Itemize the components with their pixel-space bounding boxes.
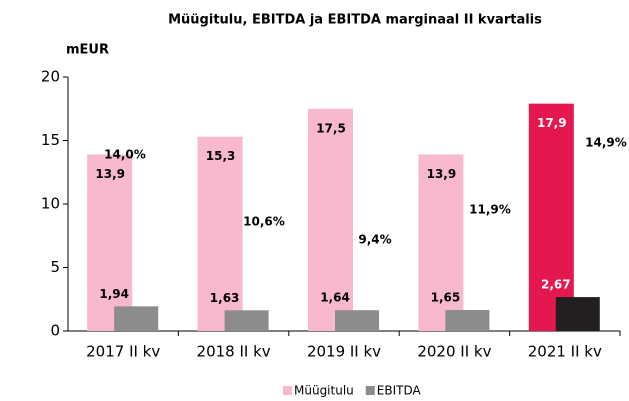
annotation: 14,0%: [104, 148, 146, 162]
bar: [445, 310, 490, 331]
y-axis-label: mEUR: [66, 43, 109, 58]
value-label: 15,3: [206, 149, 236, 163]
legend-label: EBITDA: [377, 384, 422, 398]
value-label: 1,65: [431, 291, 461, 305]
legend-label: Müügitulu: [294, 384, 354, 398]
value-label: 13,9: [427, 167, 457, 181]
legend-swatch: [283, 386, 292, 395]
x-tick-label: 2017 II kv: [86, 343, 160, 361]
annotation: 9,4%: [358, 233, 391, 247]
annotation: 11,9%: [469, 203, 511, 217]
annotation: 14,9%: [585, 136, 627, 150]
value-label: 1,94: [99, 287, 129, 301]
bar: [197, 136, 243, 331]
annotation: 10,6%: [243, 215, 285, 229]
chart-title: Müügitulu, EBITDA ja EBITDA marginaal II…: [168, 13, 542, 28]
y-tick-label: 20: [41, 68, 60, 86]
x-tick-label: 2019 II kv: [307, 343, 381, 361]
y-tick-label: 0: [50, 322, 60, 340]
x-tick-label: 2021 II kv: [528, 343, 602, 361]
bar: [528, 103, 574, 331]
y-tick-label: 5: [50, 258, 60, 276]
bar: [418, 154, 464, 331]
bar: [335, 310, 379, 331]
bar: [224, 310, 269, 331]
bar: [114, 306, 159, 331]
value-label: 1,63: [210, 291, 240, 305]
x-tick-label: 2020 II kv: [417, 343, 491, 361]
value-label: 2,67: [541, 278, 571, 292]
value-label: 17,5: [316, 121, 346, 135]
value-label: 1,64: [320, 291, 350, 305]
legend-swatch: [365, 386, 375, 395]
bar: [87, 154, 133, 331]
y-tick-label: 15: [41, 131, 60, 149]
value-label: 13,9: [95, 167, 125, 181]
bar: [308, 108, 353, 331]
bar: [555, 297, 600, 331]
x-tick-label: 2018 II kv: [197, 343, 271, 361]
y-tick-label: 10: [41, 195, 60, 213]
value-label: 17,9: [537, 116, 567, 130]
